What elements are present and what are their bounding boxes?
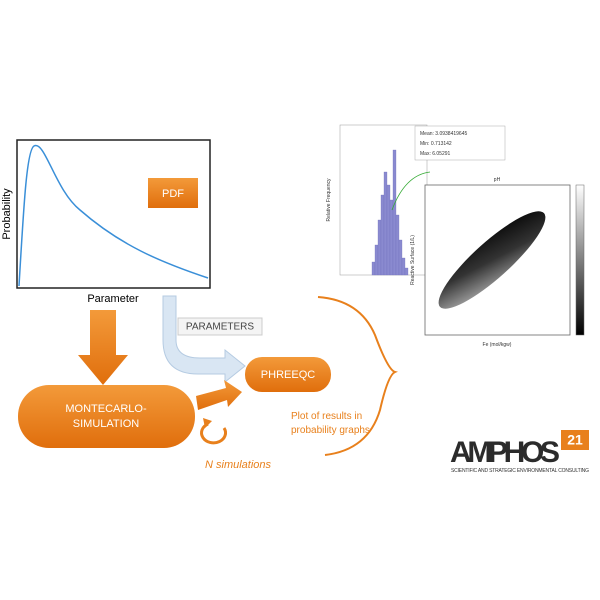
colorbar	[575, 184, 585, 336]
pdf-badge	[148, 178, 198, 208]
histogram-bars	[371, 149, 409, 276]
hist-y-label: Relative Frequency	[326, 178, 332, 222]
pdf-curve	[18, 145, 209, 287]
n-simulations: N simulations	[205, 459, 272, 471]
right-arrow	[196, 380, 242, 410]
down-arrow	[78, 310, 128, 385]
y-label: Probability	[1, 188, 13, 240]
cycle-icon	[200, 422, 228, 445]
fit-curve	[391, 171, 431, 211]
pdf-frame	[16, 139, 211, 289]
phreeqc-label: PHREEQC	[261, 369, 315, 381]
logo-superscript: 21	[567, 432, 583, 448]
stat: Max: 6.05291	[420, 151, 451, 157]
scatter-title: pH	[494, 177, 501, 183]
parameters-label: PARAMETERS	[186, 322, 254, 333]
pdf-badge-label: PDF	[162, 188, 184, 200]
scatter-cloud	[438, 211, 546, 309]
scatter-x-label: Fe (mol/kgw)	[483, 342, 512, 348]
montecarlo-label: SIMULATION	[73, 418, 139, 430]
logo-tagline: SCIENTIFIC AND STRATEGIC ENVIRONMENTAL C…	[451, 468, 589, 474]
brace	[317, 296, 398, 456]
stat: Mean: 3.0938419645	[420, 131, 467, 137]
phreeqc-box	[245, 357, 331, 392]
stat: Min: 0.713142	[420, 141, 452, 147]
logo-badge	[561, 430, 589, 450]
scatter-y-label: Reactive Surface (1/L)	[410, 235, 416, 285]
montecarlo-label: MONTECARLO-	[65, 403, 147, 415]
logo-name: AMPHOS	[450, 436, 560, 469]
cycle-icon-head	[203, 418, 212, 428]
montecarlo-box	[18, 385, 195, 448]
parameters-box	[177, 317, 263, 336]
plot-results: probability graphs	[291, 425, 370, 436]
x-label: Parameter	[87, 293, 139, 305]
stats-box	[414, 125, 506, 161]
parameters-arrow	[162, 295, 246, 384]
plot-results: Plot of results in	[291, 411, 362, 422]
